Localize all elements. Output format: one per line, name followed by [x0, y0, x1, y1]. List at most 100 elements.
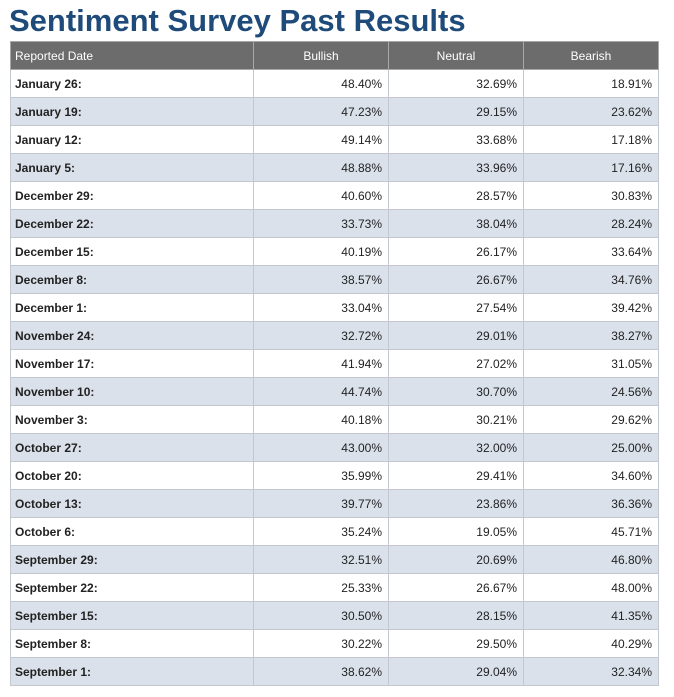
cell-reported-date: January 19:	[10, 97, 254, 126]
cell-reported-date: September 8:	[10, 629, 254, 658]
table-row: December 22: 33.73% 38.04% 28.24%	[10, 209, 659, 238]
cell-bearish: 32.34%	[523, 657, 659, 686]
cell-bullish: 40.18%	[253, 405, 389, 434]
cell-bullish: 48.88%	[253, 153, 389, 182]
sentiment-results-table: Reported Date Bullish Neutral Bearish Ja…	[10, 41, 659, 686]
cell-reported-date: October 13:	[10, 489, 254, 518]
cell-neutral: 23.86%	[388, 489, 524, 518]
cell-reported-date: October 6:	[10, 517, 254, 546]
cell-bullish: 49.14%	[253, 125, 389, 154]
cell-reported-date: November 3:	[10, 405, 254, 434]
table-row: November 24: 32.72% 29.01% 38.27%	[10, 321, 659, 350]
cell-neutral: 30.70%	[388, 377, 524, 406]
column-header-reported-date: Reported Date	[10, 41, 254, 70]
cell-bullish: 44.74%	[253, 377, 389, 406]
cell-bearish: 39.42%	[523, 293, 659, 322]
cell-bearish: 41.35%	[523, 601, 659, 630]
cell-bearish: 48.00%	[523, 573, 659, 602]
table-row: January 5: 48.88% 33.96% 17.16%	[10, 153, 659, 182]
cell-neutral: 28.15%	[388, 601, 524, 630]
table-row: September 22: 25.33% 26.67% 48.00%	[10, 573, 659, 602]
cell-neutral: 29.50%	[388, 629, 524, 658]
page-title: Sentiment Survey Past Results	[9, 3, 466, 38]
cell-reported-date: September 15:	[10, 601, 254, 630]
cell-neutral: 32.69%	[388, 69, 524, 98]
cell-bearish: 17.18%	[523, 125, 659, 154]
cell-neutral: 27.54%	[388, 293, 524, 322]
cell-bearish: 29.62%	[523, 405, 659, 434]
cell-neutral: 26.67%	[388, 573, 524, 602]
cell-bearish: 34.60%	[523, 461, 659, 490]
cell-bullish: 41.94%	[253, 349, 389, 378]
table-row: October 6: 35.24% 19.05% 45.71%	[10, 517, 659, 546]
column-header-neutral: Neutral	[388, 41, 524, 70]
cell-neutral: 33.96%	[388, 153, 524, 182]
cell-bearish: 17.16%	[523, 153, 659, 182]
table-body: January 26: 48.40% 32.69% 18.91% January 19:…	[10, 69, 659, 686]
cell-reported-date: January 26:	[10, 69, 254, 98]
table-row: October 27: 43.00% 32.00% 25.00%	[10, 433, 659, 462]
table-row: September 1: 38.62% 29.04% 32.34%	[10, 657, 659, 686]
table-row: November 10: 44.74% 30.70% 24.56%	[10, 377, 659, 406]
cell-reported-date: January 5:	[10, 153, 254, 182]
cell-reported-date: November 17:	[10, 349, 254, 378]
cell-neutral: 26.17%	[388, 237, 524, 266]
cell-bullish: 43.00%	[253, 433, 389, 462]
cell-reported-date: December 1:	[10, 293, 254, 322]
cell-bearish: 36.36%	[523, 489, 659, 518]
cell-reported-date: December 22:	[10, 209, 254, 238]
cell-reported-date: December 15:	[10, 237, 254, 266]
table-row: September 8: 30.22% 29.50% 40.29%	[10, 629, 659, 658]
cell-bullish: 30.50%	[253, 601, 389, 630]
cell-bearish: 45.71%	[523, 517, 659, 546]
cell-bearish: 18.91%	[523, 69, 659, 98]
cell-neutral: 20.69%	[388, 545, 524, 574]
cell-neutral: 26.67%	[388, 265, 524, 294]
cell-bearish: 34.76%	[523, 265, 659, 294]
table-row: November 3: 40.18% 30.21% 29.62%	[10, 405, 659, 434]
cell-neutral: 30.21%	[388, 405, 524, 434]
table-row: September 15: 30.50% 28.15% 41.35%	[10, 601, 659, 630]
table-row: January 12: 49.14% 33.68% 17.18%	[10, 125, 659, 154]
cell-bullish: 39.77%	[253, 489, 389, 518]
table-row: October 13: 39.77% 23.86% 36.36%	[10, 489, 659, 518]
cell-neutral: 27.02%	[388, 349, 524, 378]
cell-reported-date: December 8:	[10, 265, 254, 294]
cell-bearish: 24.56%	[523, 377, 659, 406]
cell-bullish: 38.62%	[253, 657, 389, 686]
cell-bearish: 46.80%	[523, 545, 659, 574]
cell-bullish: 30.22%	[253, 629, 389, 658]
cell-reported-date: September 22:	[10, 573, 254, 602]
cell-bullish: 33.73%	[253, 209, 389, 238]
cell-reported-date: November 24:	[10, 321, 254, 350]
cell-neutral: 38.04%	[388, 209, 524, 238]
cell-bearish: 38.27%	[523, 321, 659, 350]
cell-bullish: 32.72%	[253, 321, 389, 350]
cell-reported-date: January 12:	[10, 125, 254, 154]
cell-bullish: 35.24%	[253, 517, 389, 546]
cell-neutral: 28.57%	[388, 181, 524, 210]
cell-reported-date: September 1:	[10, 657, 254, 686]
cell-bearish: 25.00%	[523, 433, 659, 462]
table-row: November 17: 41.94% 27.02% 31.05%	[10, 349, 659, 378]
column-header-bullish: Bullish	[253, 41, 389, 70]
cell-bullish: 33.04%	[253, 293, 389, 322]
cell-reported-date: September 29:	[10, 545, 254, 574]
cell-bearish: 40.29%	[523, 629, 659, 658]
cell-bearish: 23.62%	[523, 97, 659, 126]
cell-reported-date: November 10:	[10, 377, 254, 406]
cell-bullish: 25.33%	[253, 573, 389, 602]
cell-reported-date: October 27:	[10, 433, 254, 462]
column-header-bearish: Bearish	[523, 41, 659, 70]
cell-bullish: 48.40%	[253, 69, 389, 98]
cell-reported-date: December 29:	[10, 181, 254, 210]
cell-bearish: 30.83%	[523, 181, 659, 210]
cell-bullish: 38.57%	[253, 265, 389, 294]
table-row: December 8: 38.57% 26.67% 34.76%	[10, 265, 659, 294]
cell-neutral: 29.15%	[388, 97, 524, 126]
cell-neutral: 29.04%	[388, 657, 524, 686]
table-row: December 15: 40.19% 26.17% 33.64%	[10, 237, 659, 266]
table-row: December 1: 33.04% 27.54% 39.42%	[10, 293, 659, 322]
table-row: December 29: 40.60% 28.57% 30.83%	[10, 181, 659, 210]
cell-neutral: 33.68%	[388, 125, 524, 154]
